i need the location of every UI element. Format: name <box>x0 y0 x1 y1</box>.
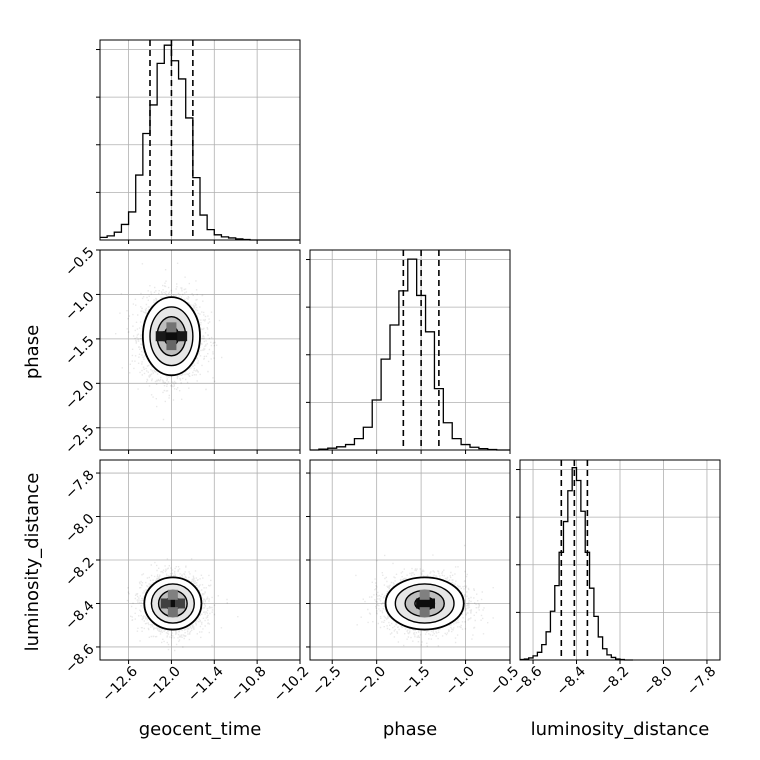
density-block <box>166 340 177 351</box>
x-tick-label: −8.2 <box>597 663 632 698</box>
histogram-panel-phase <box>306 249 511 454</box>
y-axis-label-phase: phase <box>22 325 43 379</box>
joint-panel-geocent_time-luminosity_distance <box>96 459 301 664</box>
density-block <box>167 598 178 609</box>
panel-border <box>309 249 511 451</box>
density-block <box>419 589 430 600</box>
x-tick-label: −1.0 <box>443 663 478 698</box>
density-block <box>160 598 171 609</box>
joint-panel-geocent_time-phase <box>96 249 301 454</box>
y-tick-label: −1.0 <box>62 289 97 324</box>
x-tick-label: −2.5 <box>309 663 344 698</box>
y-tick-labels: −0.5 −1.0 −1.5 −2.0 −2.5 −7.8 −8.0 −8.2 −8.4 −8.6 <box>62 244 97 676</box>
density-block <box>175 598 185 609</box>
y-axis-label-luminosity_distance: luminosity_distance <box>22 473 43 652</box>
y-tick-label: −8.4 <box>62 598 97 633</box>
x-tick-label: −11.4 <box>185 663 227 705</box>
density-block <box>425 598 435 609</box>
density-block <box>167 589 178 600</box>
density-block <box>167 607 178 618</box>
density-block <box>419 607 430 618</box>
histogram-panel-luminosity_distance <box>516 459 721 664</box>
y-tick-label: −8.0 <box>62 511 97 546</box>
x-tick-label: −8.0 <box>641 663 676 698</box>
x-tick-label: −1.5 <box>398 663 433 698</box>
panel-border <box>99 249 301 451</box>
density-block <box>166 322 177 333</box>
y-tick-label: −2.5 <box>62 422 97 457</box>
x-tick-label: −7.8 <box>684 663 719 698</box>
density-block <box>155 331 166 342</box>
x-axis-label-phase: phase <box>383 719 437 740</box>
x-tick-label: −12.6 <box>99 663 141 705</box>
x-tick-label: −2.0 <box>354 663 389 698</box>
x-tick-labels: −12.6 −12.0 −11.4 −10.8 −10.2−2.5 −2.0 −1.5 −1.… <box>99 663 719 705</box>
x-tick-label: −12.0 <box>142 663 184 705</box>
density-block <box>170 331 180 342</box>
histogram-step-line <box>100 44 300 241</box>
y-tick-label: −1.5 <box>62 333 97 368</box>
panel-border <box>99 39 301 241</box>
y-tick-label: −8.6 <box>62 641 97 676</box>
histogram-step-line <box>310 258 510 451</box>
histogram-step-line <box>520 467 634 661</box>
x-tick-label: −10.2 <box>271 663 313 705</box>
density-block <box>162 331 173 342</box>
histogram-panel-geocent_time <box>96 39 301 244</box>
y-tick-label: −2.0 <box>62 378 97 413</box>
x-axis-label-geocent_time: geocent_time <box>139 719 262 740</box>
y-tick-label: −7.8 <box>62 467 97 502</box>
y-tick-label: −8.2 <box>62 554 97 589</box>
joint-panel-phase-luminosity_distance <box>306 459 511 664</box>
density-block <box>416 598 427 609</box>
x-axis-label-luminosity_distance: luminosity_distance <box>531 719 710 740</box>
joint-plot-area <box>126 558 239 652</box>
joint-plot-area <box>355 544 494 647</box>
density-block <box>177 331 188 342</box>
joint-plot-area <box>115 262 223 421</box>
y-tick-label: −0.5 <box>62 244 97 279</box>
x-tick-label: −8.4 <box>554 663 589 698</box>
x-tick-label: −10.8 <box>228 663 270 705</box>
scatter-points <box>126 558 239 652</box>
